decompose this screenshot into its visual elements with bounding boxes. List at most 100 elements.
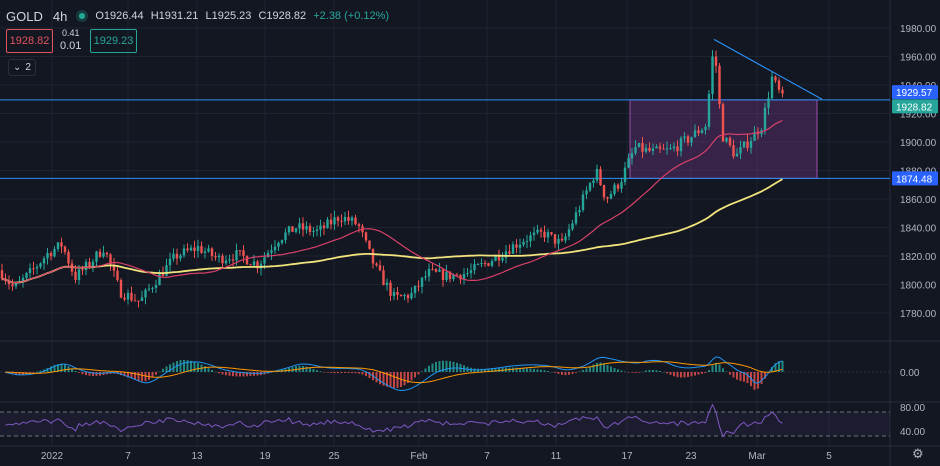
- price-tick-label: 1800.00: [900, 281, 937, 292]
- candle: [697, 126, 700, 137]
- macd-histogram-bar: [480, 368, 483, 372]
- candle-body: [249, 264, 252, 266]
- candle: [322, 222, 326, 236]
- candle-body: [466, 273, 469, 275]
- candle: [287, 225, 291, 236]
- macd-histogram-bar: [592, 364, 595, 372]
- candle: [151, 286, 154, 293]
- macd-histogram-bar: [358, 372, 360, 374]
- macd-histogram-bar: [172, 362, 175, 372]
- candle: [32, 261, 35, 275]
- candle-body: [350, 217, 354, 221]
- symbol-label[interactable]: GOLD: [6, 8, 43, 24]
- candle: [340, 214, 343, 228]
- indicators-toggle[interactable]: ⌄ 2: [8, 59, 36, 76]
- macd-histogram-bar: [725, 371, 728, 373]
- macd-histogram-bar: [449, 361, 451, 372]
- candle-body: [357, 224, 361, 227]
- candle-body: [312, 230, 315, 232]
- rsi-line: [5, 403, 783, 438]
- macd-histogram-bar: [435, 361, 437, 372]
- macd-histogram-bar: [729, 372, 731, 375]
- candle: [777, 77, 781, 94]
- ohlc-values: O1926.44 H1931.21 L1925.23 C1928.82 +2.3…: [95, 10, 393, 22]
- candle-body: [67, 251, 70, 264]
- candle-body: [368, 240, 371, 249]
- candle: [168, 252, 172, 273]
- candle: [39, 262, 42, 269]
- candle: [480, 258, 483, 268]
- candle-body: [473, 264, 476, 271]
- candle-body: [571, 223, 574, 230]
- macd-histogram-bar: [169, 364, 171, 372]
- candle: [735, 148, 739, 157]
- macd-histogram-bar: [190, 360, 192, 372]
- macd-histogram-bar: [393, 372, 395, 388]
- gear-icon[interactable]: ⚙: [912, 446, 924, 461]
- candle-body: [711, 56, 714, 94]
- candle: [728, 136, 732, 148]
- candle-body: [392, 291, 396, 296]
- candle: [389, 280, 392, 302]
- candle: [581, 190, 585, 213]
- buy-button[interactable]: 1929.23: [90, 29, 137, 53]
- time-tick-label: 25: [328, 451, 340, 462]
- candle: [119, 278, 123, 299]
- candle-body: [280, 240, 284, 243]
- macd-histogram-bar: [494, 368, 497, 372]
- candle-body: [263, 257, 266, 264]
- candle-body: [574, 212, 578, 224]
- candle: [63, 245, 67, 255]
- candle: [651, 143, 655, 156]
- time-tick-label: 11: [551, 451, 562, 462]
- candle-body: [95, 251, 98, 262]
- candle: [732, 139, 735, 159]
- candle: [392, 288, 396, 301]
- macd-histogram-bar: [550, 371, 553, 373]
- candle-body: [462, 274, 466, 280]
- candle: [11, 279, 14, 291]
- macd-histogram-bar: [354, 372, 357, 374]
- candle: [420, 276, 424, 294]
- candle: [588, 181, 592, 192]
- candle-body: [378, 265, 382, 271]
- sell-button[interactable]: 1928.82: [6, 29, 53, 53]
- macd-histogram-bar: [438, 361, 441, 372]
- candle-body: [119, 280, 123, 298]
- candle: [721, 102, 725, 142]
- candle-body: [679, 138, 683, 152]
- macd-histogram-bar: [781, 360, 784, 372]
- price-axis-panel: [890, 0, 940, 466]
- candle: [147, 283, 151, 292]
- spread-display: 0.41 0.01: [60, 27, 81, 53]
- candle-body: [266, 252, 270, 258]
- macd-histogram-bar: [18, 372, 21, 375]
- macd-histogram-bar: [53, 364, 56, 372]
- current-price-tag-bg: [892, 99, 938, 114]
- candle-body: [154, 285, 158, 288]
- macd-histogram-bar: [487, 368, 490, 372]
- candle-body: [382, 270, 385, 286]
- candle-body: [406, 295, 410, 299]
- timeframe-label[interactable]: 4h: [52, 8, 68, 24]
- macd-histogram-bar: [78, 372, 80, 373]
- candle-body: [326, 219, 329, 229]
- candle: [763, 102, 767, 135]
- macd-histogram-bar: [183, 359, 185, 372]
- candle: [238, 249, 242, 256]
- macd-histogram-bar: [743, 372, 745, 382]
- candle-body: [690, 137, 693, 143]
- candle-body: [221, 255, 224, 264]
- macd-histogram-bar: [704, 372, 707, 374]
- macd-histogram-bar: [512, 367, 514, 372]
- candle: [410, 287, 413, 301]
- candle-body: [658, 146, 662, 149]
- candle: [126, 289, 130, 305]
- candle: [466, 268, 469, 277]
- candle-body: [217, 255, 221, 258]
- candle: [284, 228, 287, 244]
- price-tick-label: 1780.00: [900, 309, 937, 320]
- macd-histogram-bar: [204, 366, 206, 372]
- macd-histogram-bar: [29, 372, 31, 374]
